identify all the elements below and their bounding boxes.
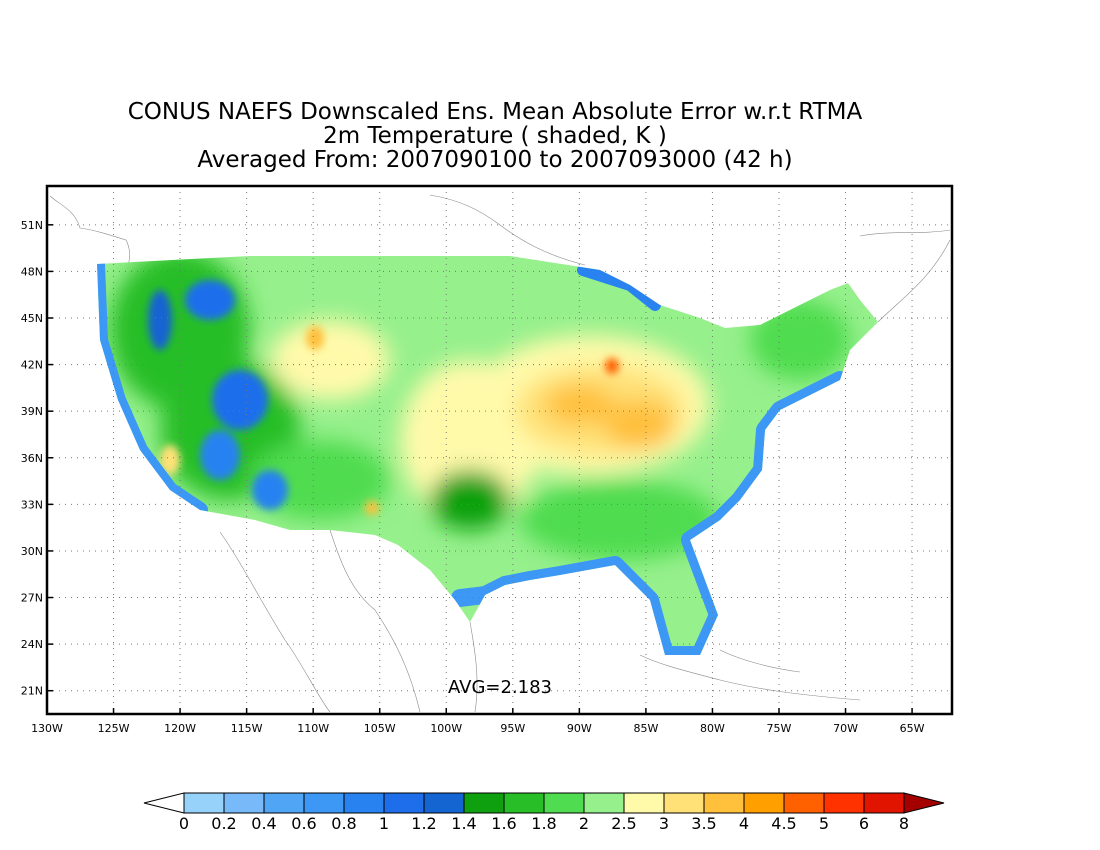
- colorbar-swatch: [343, 792, 385, 814]
- lon-tick-label: 75W: [767, 722, 792, 735]
- colorbar-swatch: [583, 792, 625, 814]
- colorbar-swatch: [783, 792, 825, 814]
- lon-tick-label: 80W: [700, 722, 725, 735]
- lat-tick-label: 51N: [21, 219, 43, 232]
- coastline-outlines: [49, 194, 951, 713]
- colorbar-label: 1.4: [451, 814, 476, 833]
- colorbar-swatch: [663, 792, 705, 814]
- lon-tick-label: 65W: [900, 722, 925, 735]
- title-line-3: Averaged From: 2007090100 to 2007093000 …: [197, 147, 793, 173]
- colorbar-label: 0: [179, 814, 189, 833]
- average-annotation: AVG=2.183: [448, 677, 552, 698]
- lat-tick-label: 42N: [21, 359, 43, 372]
- map-frame: [45, 184, 954, 716]
- colorbar: 0 0.2 0.4 0.6 0.8 1 1.2 1.4 1.6 1.8 2 2.5 3 3.5 4 4.5 5 6…: [143, 792, 945, 833]
- colorbar-label: 0.8: [331, 814, 356, 833]
- colorbar-swatch: [503, 792, 545, 814]
- colorbar-label: 0.6: [291, 814, 316, 833]
- colorbar-label: 0.2: [211, 814, 236, 833]
- lat-tick-label: 21N: [21, 685, 43, 698]
- lon-tick-label: 120W: [164, 722, 196, 735]
- map-grid: [47, 186, 952, 714]
- colorbar-swatch: [623, 792, 665, 814]
- lat-tick-label: 27N: [21, 592, 43, 605]
- lon-tick-label: 130W: [31, 722, 63, 735]
- colorbar-swatch: [863, 792, 905, 814]
- lat-tick-label: 36N: [21, 452, 43, 465]
- colorbar-label: 4: [739, 814, 749, 833]
- colorbar-label: 8: [899, 814, 909, 833]
- colorbar-label: 1: [379, 814, 389, 833]
- lon-tick-label: 85W: [633, 722, 658, 735]
- lon-tick-label: 95W: [500, 722, 525, 735]
- colorbar-label: 3: [659, 814, 669, 833]
- colorbar-over-triangle: [903, 792, 945, 814]
- colorbar-label: 1.2: [411, 814, 436, 833]
- lat-tick-label: 30N: [21, 545, 43, 558]
- lon-tick-label: 115W: [231, 722, 263, 735]
- lon-tick-label: 90W: [567, 722, 592, 735]
- colorbar-label: 1.8: [531, 814, 556, 833]
- colorbar-label: 5: [819, 814, 829, 833]
- lon-tick-label: 100W: [430, 722, 462, 735]
- lat-tick-label: 24N: [21, 638, 43, 651]
- colorbar-swatch: [303, 792, 345, 814]
- colorbar-swatch: [423, 792, 465, 814]
- colorbar-label: 2.5: [611, 814, 636, 833]
- colorbar-label: 3.5: [691, 814, 716, 833]
- lon-tick-label: 70W: [833, 722, 858, 735]
- colorbar-swatch: [823, 792, 865, 814]
- colorbar-label: 1.6: [491, 814, 516, 833]
- lon-tick-label: 110W: [297, 722, 329, 735]
- lat-tick-label: 39N: [21, 405, 43, 418]
- colorbar-swatch: [183, 792, 225, 814]
- colorbar-label: 2: [579, 814, 589, 833]
- colorbar-swatch: [263, 792, 305, 814]
- lon-tick-label: 105W: [364, 722, 396, 735]
- colorbar-swatch: [223, 792, 265, 814]
- title-line-1: CONUS NAEFS Downscaled Ens. Mean Absolut…: [127, 99, 863, 125]
- colorbar-label: 6: [859, 814, 869, 833]
- colorbar-swatch: [543, 792, 585, 814]
- colorbar-swatch: [383, 792, 425, 814]
- lat-tick-label: 45N: [21, 312, 43, 325]
- title-block: CONUS NAEFS Downscaled Ens. Mean Absolut…: [0, 100, 990, 172]
- colorbar-swatch: [463, 792, 505, 814]
- axis-ticks: 130W 125W 120W 115W 110W 105W 100W 95W 90W 85W 80W…: [21, 219, 925, 735]
- colorbar-under-triangle: [143, 792, 185, 814]
- colorbar-label: 0.4: [251, 814, 276, 833]
- lat-tick-label: 48N: [21, 265, 43, 278]
- colorbar-swatch: [743, 792, 785, 814]
- lon-tick-label: 125W: [98, 722, 130, 735]
- lat-tick-label: 33N: [21, 498, 43, 511]
- title-line-2: 2m Temperature ( shaded, K ): [323, 123, 667, 149]
- colorbar-label: 4.5: [771, 814, 796, 833]
- error-field: [97, 256, 878, 655]
- colorbar-swatch: [703, 792, 745, 814]
